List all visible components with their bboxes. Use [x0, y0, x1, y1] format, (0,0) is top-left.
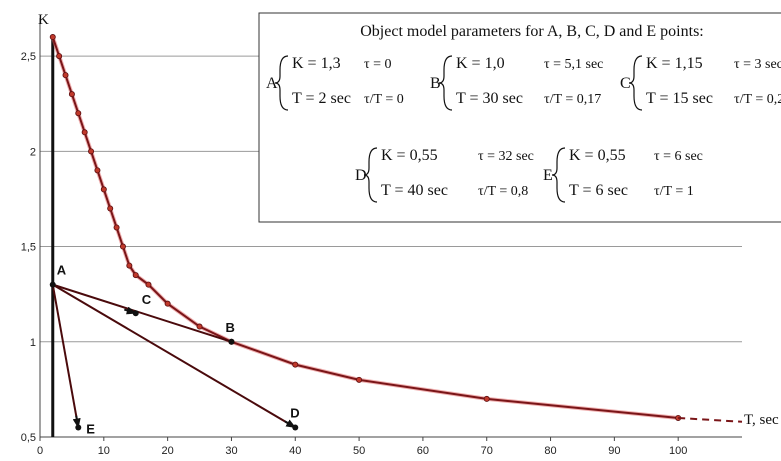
param-block-d: D K = 0,55 τ = 32 sec T = 40 sec τ/T = 0,8 [355, 147, 534, 203]
param-k: K = 1,3 [292, 55, 341, 72]
series-marker [145, 281, 152, 288]
param-tau: τ = 32 sec [478, 149, 534, 164]
point-c [132, 310, 139, 317]
param-ratio: τ/T = 0,8 [478, 184, 528, 199]
param-t: T = 30 sec [456, 90, 523, 107]
param-block-e: E K = 0,55 τ = 6 sec T = 6 sec τ/T = 1 [543, 147, 703, 203]
point-a [49, 281, 56, 288]
param-ratio: τ/T = 0 [364, 92, 404, 107]
param-block-b: B K = 1,0 τ = 5,1 sec T = 30 sec τ/T = 0,17 [430, 55, 603, 111]
arrow-a-e [51, 284, 80, 428]
points-group: A B C D E [49, 263, 300, 436]
arrow-a-d [52, 283, 296, 429]
x-tick-label: 80 [544, 445, 556, 457]
param-k: K = 1,0 [456, 55, 505, 72]
series-marker [88, 148, 95, 155]
point-b [228, 338, 235, 345]
param-name: D [355, 167, 367, 184]
series-marker [49, 34, 56, 41]
param-k: K = 0,55 [569, 147, 626, 164]
point-label-a: A [57, 263, 67, 278]
series-extension-dashed [678, 416, 743, 423]
x-tick-label: 60 [417, 445, 429, 457]
y-tick-label: 2,5 [21, 51, 36, 63]
y-axis-label: K [38, 12, 49, 28]
param-t: T = 15 sec [646, 90, 713, 107]
series-marker [56, 53, 63, 60]
panel-frame [258, 12, 781, 223]
x-tick-label: 40 [289, 445, 301, 457]
series-marker [132, 272, 139, 279]
y-tick-label: 1,5 [21, 242, 36, 254]
param-t: T = 6 sec [569, 182, 628, 199]
series-marker [107, 205, 114, 212]
param-t: T = 40 sec [381, 182, 448, 199]
param-name: E [543, 167, 553, 184]
x-tick-label: 30 [225, 445, 237, 457]
param-k: K = 1,15 [646, 55, 703, 72]
series-line [51, 36, 679, 419]
param-brace [363, 147, 378, 203]
series-marker [119, 243, 126, 250]
series-marker [113, 224, 120, 231]
param-brace [438, 55, 453, 111]
series-marker [75, 110, 82, 117]
param-tau: τ = 3 sec [734, 57, 781, 72]
point-d [292, 424, 299, 431]
param-block-a: A K = 1,3 τ = 0 T = 2 sec τ/T = 0 [266, 55, 404, 111]
series-curve-group [49, 34, 743, 423]
x-tick-label: 10 [98, 445, 110, 457]
arrow-a-b [52, 283, 232, 343]
param-name: C [620, 75, 631, 92]
point-label-b: B [225, 320, 234, 335]
y-tick-label: 1 [30, 337, 36, 349]
param-brace [628, 55, 643, 111]
series-marker [196, 323, 203, 330]
point-e [75, 424, 82, 431]
series-marker [356, 376, 363, 383]
point-label-c: C [142, 292, 152, 307]
series-marker [164, 300, 171, 307]
x-tick-label: 90 [608, 445, 620, 457]
param-t: T = 2 sec [292, 90, 351, 107]
param-ratio: τ/T = 1 [654, 184, 694, 199]
y-axis-ticks: 0,5 1 1,5 2 2,5 [21, 51, 36, 444]
x-tick-label: 0 [37, 445, 43, 457]
param-ratio: τ/T = 0,2 [734, 92, 781, 107]
param-block-c: C K = 1,15 τ = 3 sec T = 15 sec τ/T = 0,2 [620, 55, 781, 111]
param-tau: τ = 0 [364, 57, 392, 72]
arrows-group [51, 283, 297, 429]
panel-title: Object model parameters for A, B, C, D a… [360, 23, 703, 40]
x-axis-label: T, sec [744, 412, 779, 428]
param-tau: τ = 5,1 sec [544, 57, 603, 72]
parameters-panel: Object model parameters for A, B, C, D a… [258, 12, 781, 223]
series-marker [62, 72, 69, 79]
param-ratio: τ/T = 0,17 [544, 92, 601, 107]
series-marker [126, 262, 133, 269]
series-marker [483, 395, 490, 402]
series-marker [100, 186, 107, 193]
panel-params: A K = 1,3 τ = 0 T = 2 sec τ/T = 0 B K = 1,0 τ =… [266, 55, 781, 203]
x-tick-label: 70 [481, 445, 493, 457]
point-label-d: D [290, 405, 299, 420]
param-tau: τ = 6 sec [654, 149, 703, 164]
param-name: A [266, 75, 278, 92]
series-marker [68, 91, 75, 98]
series-marker [81, 129, 88, 136]
x-axis-ticks: 0 10 20 30 40 50 60 70 80 90 100 [37, 437, 687, 457]
y-tick-label: 2 [30, 146, 36, 158]
param-k: K = 0,55 [381, 147, 438, 164]
x-tick-label: 50 [353, 445, 365, 457]
x-tick-label: 100 [669, 445, 687, 457]
param-brace [274, 55, 289, 111]
param-brace [551, 147, 566, 203]
x-tick-label: 20 [162, 445, 174, 457]
series-marker [292, 361, 299, 368]
y-tick-label: 0,5 [21, 432, 36, 444]
series-marker [94, 167, 101, 174]
param-name: B [430, 75, 441, 92]
point-label-e: E [86, 421, 95, 436]
